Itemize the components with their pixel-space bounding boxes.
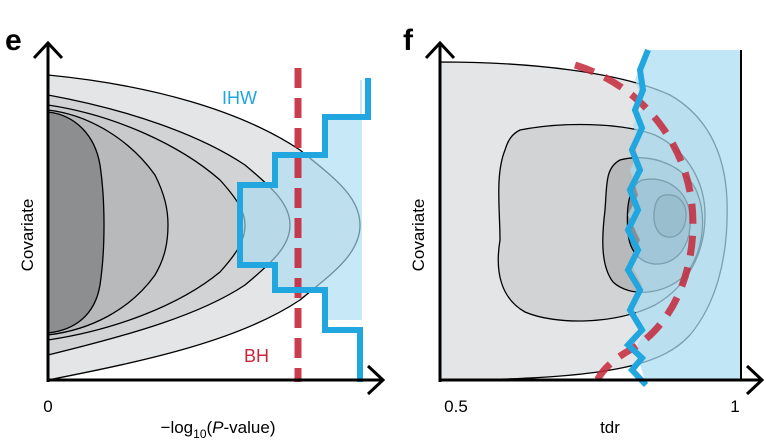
panel-f-x-axis (440, 364, 765, 396)
panel-f: f Covariate 0.5 1 tdr (403, 24, 765, 437)
panel-f-y-axis (424, 40, 456, 382)
panel-e-y-label: Covariate (18, 199, 37, 272)
panel-e-bh-label: BH (244, 346, 269, 366)
panel-e-ihw-label: IHW (222, 88, 257, 108)
panel-e-letter: e (5, 24, 22, 57)
panel-e-x-tick-0: 0 (43, 397, 52, 416)
panel-f-letter: f (403, 24, 414, 57)
panel-f-ihw-boundary (623, 48, 651, 388)
panel-f-ihw-region (628, 50, 741, 380)
panel-f-x-label: tdr (600, 418, 620, 437)
panel-e-contour-5 (47, 111, 105, 334)
panel-e-y-axis (32, 40, 64, 382)
panel-e: e Covariate 0 −log10(P-value) IHW BH (5, 24, 386, 441)
panel-f-y-label: Covariate (409, 199, 428, 272)
panel-f-x-tick-0: 0.5 (444, 397, 468, 416)
panel-e-x-axis (48, 364, 386, 396)
panel-f-x-tick-1: 1 (730, 397, 739, 416)
panel-e-x-label: −log10(P-value) (161, 418, 276, 441)
panel-f-bh-boundary (573, 61, 697, 387)
panel-e-ihw-boundary (237, 78, 371, 382)
